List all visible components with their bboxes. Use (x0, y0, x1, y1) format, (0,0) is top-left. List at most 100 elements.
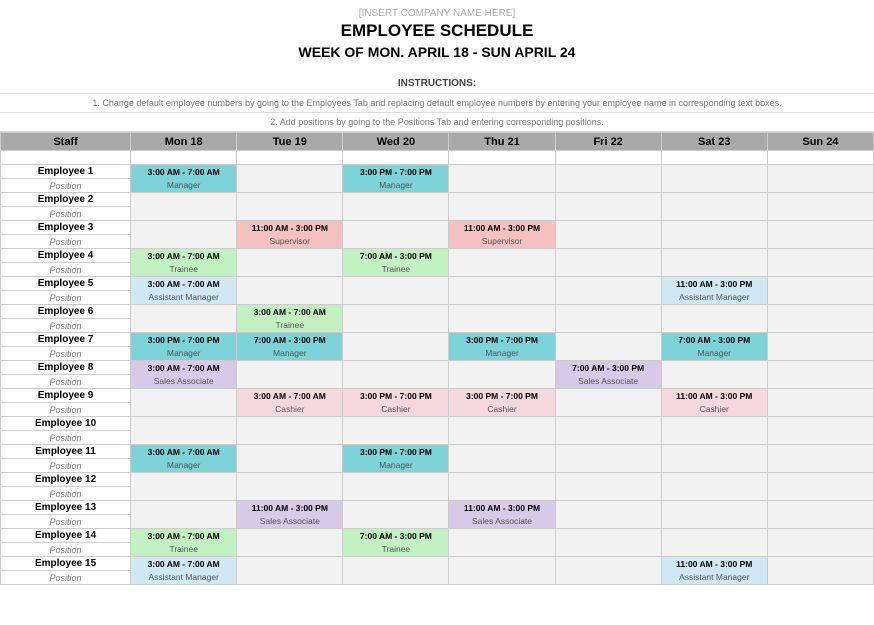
empty-shift (767, 207, 873, 221)
week-range: WEEK OF MON. APRIL 18 - SUN APRIL 24 (0, 41, 874, 60)
empty-shift (131, 389, 237, 403)
empty-shift (767, 459, 873, 473)
empty-shift (661, 515, 767, 529)
col-day-2: Wed 20 (343, 133, 449, 151)
shift-role: Manager (131, 347, 237, 361)
empty-shift (555, 277, 661, 291)
shift-role: Manager (343, 459, 449, 473)
empty-shift (661, 249, 767, 263)
shift-role: Supervisor (237, 235, 343, 249)
shift-role: Cashier (661, 403, 767, 417)
employee-position-row: PositionTraineeTrainee (1, 263, 874, 277)
employee-name: Employee 10 (1, 417, 131, 431)
shift-time: 11:00 AM - 3:00 PM (661, 277, 767, 291)
employee-name: Employee 5 (1, 277, 131, 291)
empty-shift (555, 529, 661, 543)
empty-shift (343, 375, 449, 389)
empty-shift (343, 319, 449, 333)
employee-row: Employee 12 (1, 473, 874, 487)
position-label: Position (1, 431, 131, 445)
employee-position-row: PositionAssistant ManagerAssistant Manag… (1, 291, 874, 305)
empty-shift (343, 557, 449, 571)
empty-shift (237, 431, 343, 445)
empty-shift (555, 445, 661, 459)
col-day-6: Sun 24 (767, 133, 873, 151)
shift-role: Trainee (343, 543, 449, 557)
empty-shift (237, 361, 343, 375)
empty-shift (767, 193, 873, 207)
shift-time: 7:00 AM - 3:00 PM (237, 333, 343, 347)
shift-time: 11:00 AM - 3:00 PM (237, 501, 343, 515)
empty-shift (555, 263, 661, 277)
col-staff: Staff (1, 133, 131, 151)
employee-row: Employee 2 (1, 193, 874, 207)
empty-shift (343, 417, 449, 431)
empty-shift (449, 193, 555, 207)
empty-shift (237, 179, 343, 193)
shift-time: 3:00 AM - 7:00 AM (131, 557, 237, 571)
col-day-0: Mon 18 (131, 133, 237, 151)
shift-time: 3:00 AM - 7:00 AM (131, 529, 237, 543)
empty-shift (131, 487, 237, 501)
empty-shift (555, 515, 661, 529)
empty-shift (343, 473, 449, 487)
empty-shift (661, 165, 767, 179)
shift-time: 3:00 PM - 7:00 PM (449, 389, 555, 403)
empty-shift (343, 235, 449, 249)
empty-shift (555, 291, 661, 305)
empty-shift (343, 347, 449, 361)
empty-shift (449, 263, 555, 277)
empty-shift (767, 431, 873, 445)
employee-name: Employee 4 (1, 249, 131, 263)
shift-time: 7:00 AM - 3:00 PM (555, 361, 661, 375)
employee-position-row: PositionCashierCashierCashierCashier (1, 403, 874, 417)
employee-position-row: PositionTraineeTrainee (1, 543, 874, 557)
empty-shift (131, 515, 237, 529)
position-label: Position (1, 263, 131, 277)
empty-shift (449, 249, 555, 263)
position-label: Position (1, 571, 131, 585)
shift-time: 3:00 AM - 7:00 AM (131, 165, 237, 179)
employee-name: Employee 12 (1, 473, 131, 487)
empty-shift (237, 571, 343, 585)
employee-position-row: PositionSales AssociateSales Associate (1, 375, 874, 389)
shift-time: 3:00 AM - 7:00 AM (131, 277, 237, 291)
shift-role: Manager (661, 347, 767, 361)
empty-shift (237, 375, 343, 389)
empty-shift (555, 347, 661, 361)
shift-time: 11:00 AM - 3:00 PM (661, 557, 767, 571)
shift-role: Trainee (237, 319, 343, 333)
empty-shift (131, 403, 237, 417)
shift-time: 3:00 PM - 7:00 PM (449, 333, 555, 347)
employee-name: Employee 15 (1, 557, 131, 571)
company-name-placeholder: [INSERT COMPANY NAME HERE] (0, 0, 874, 19)
shift-time: 3:00 AM - 7:00 AM (237, 389, 343, 403)
shift-role: Cashier (449, 403, 555, 417)
empty-shift (661, 361, 767, 375)
shift-time: 3:00 AM - 7:00 AM (131, 445, 237, 459)
empty-shift (343, 333, 449, 347)
empty-shift (237, 417, 343, 431)
position-label: Position (1, 207, 131, 221)
empty-shift (661, 529, 767, 543)
empty-shift (237, 459, 343, 473)
shift-role: Cashier (237, 403, 343, 417)
position-label: Position (1, 179, 131, 193)
empty-shift (767, 249, 873, 263)
col-day-1: Tue 19 (237, 133, 343, 151)
employee-name: Employee 3 (1, 221, 131, 235)
empty-shift (449, 529, 555, 543)
employee-position-row: PositionManagerManager (1, 459, 874, 473)
empty-shift (343, 501, 449, 515)
shift-role: Cashier (343, 403, 449, 417)
employee-position-row: PositionTrainee (1, 319, 874, 333)
empty-shift (661, 207, 767, 221)
empty-shift (767, 571, 873, 585)
empty-shift (661, 221, 767, 235)
empty-shift (767, 557, 873, 571)
empty-shift (661, 263, 767, 277)
employee-row: Employee 73:00 PM - 7:00 PM7:00 AM - 3:0… (1, 333, 874, 347)
position-label: Position (1, 459, 131, 473)
shift-time: 3:00 AM - 7:00 AM (131, 249, 237, 263)
empty-shift (661, 235, 767, 249)
